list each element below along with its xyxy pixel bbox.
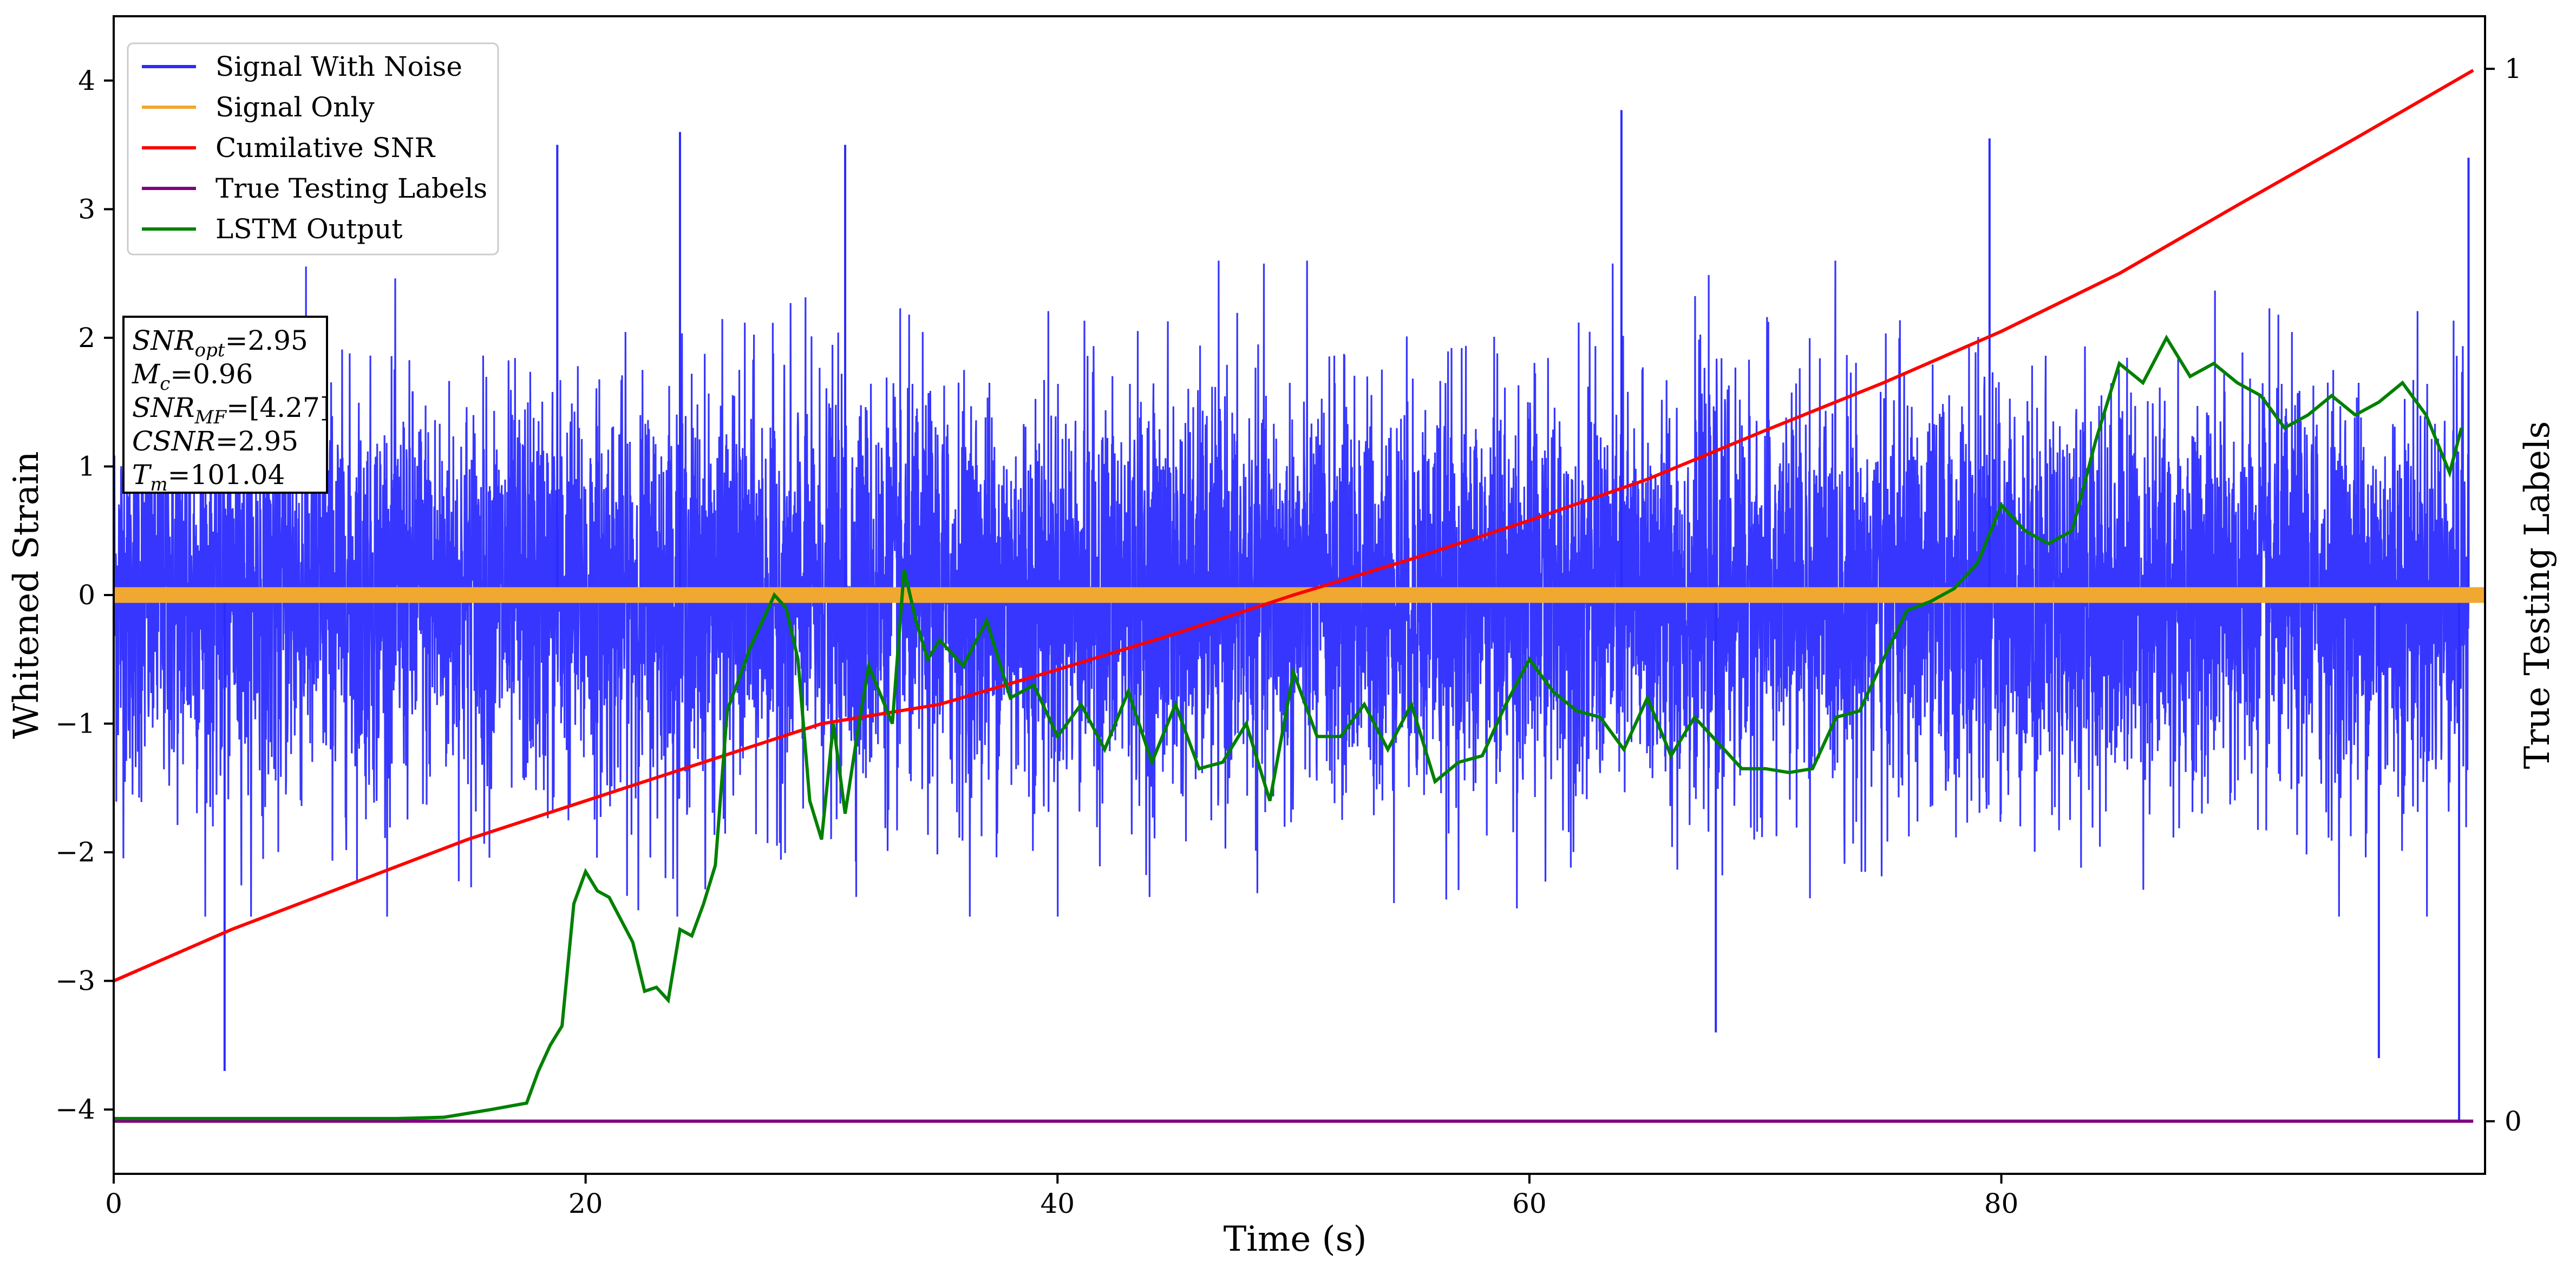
y-tick-label: −1 [55,708,95,740]
y2-tick-label: 0 [2505,1106,2522,1137]
y-tick-label: 4 [78,65,95,96]
legend-label: Signal Only [215,92,375,123]
x-axis-label: Time (s) [1224,1219,1367,1259]
legend-label: LSTM Output [215,213,402,245]
x-tick-label: 40 [1040,1188,1075,1219]
legend-entry: Signal With Noise [142,51,462,82]
annotation-line: Mc=0.96 [132,358,253,395]
annotation-line: Tm=101.04 [132,459,285,495]
legend-entry: Cumilative SNR [142,132,435,164]
y-axis-label: Whitened Strain [6,451,47,739]
series-lstm-output-line [114,334,2463,1120]
series-signal-only-line [114,587,2485,603]
legend-entry: True Testing Labels [142,173,487,204]
x-tick-label: 20 [568,1188,603,1219]
legend-entry: LSTM Output [142,213,402,245]
annotation-box: SNRopt=2.95Mc=0.96SNRMF=[4.27]CSNR=2.95T… [122,316,330,495]
y2-tick-label: 1 [2505,53,2522,84]
annotation-line: SNRMF=[4.27] [132,392,330,428]
y-tick-label: 3 [78,193,95,225]
legend: Signal With Noise Signal Only Cumilative S… [127,42,499,256]
legend-label: Cumilative SNR [215,132,435,164]
y-tick-label: 2 [78,322,95,354]
annotation-frame [122,316,328,494]
annotation-line: CSNR=2.95 [132,426,298,457]
y-tick-label: −4 [55,1094,95,1125]
x-tick-label: 0 [105,1188,122,1219]
legend-box [127,42,499,256]
y2-axis-label: True Testing Labels [2518,421,2558,769]
y-tick-label: −2 [55,837,95,868]
y-tick-label: −3 [55,965,95,997]
legend-label: True Testing Labels [215,173,487,204]
legend-entries: Signal With Noise Signal Only Cumilative S… [142,51,487,245]
series-cumulative-snr-line [114,69,2474,983]
x-tick-label: 80 [1984,1188,2019,1219]
x-tick-label: 60 [1512,1188,1547,1219]
legend-entry: Signal Only [142,92,375,123]
annotation-line: SNRopt=2.95 [132,325,308,361]
y-tick-label: 1 [78,450,95,482]
y-tick-label: 0 [78,579,95,611]
series-signal-with-noise-line [114,260,2470,917]
series-layer [114,69,2485,1123]
annotation-lines: SNRopt=2.95Mc=0.96SNRMF=[4.27]CSNR=2.95T… [132,325,330,495]
legend-label: Signal With Noise [215,51,462,82]
